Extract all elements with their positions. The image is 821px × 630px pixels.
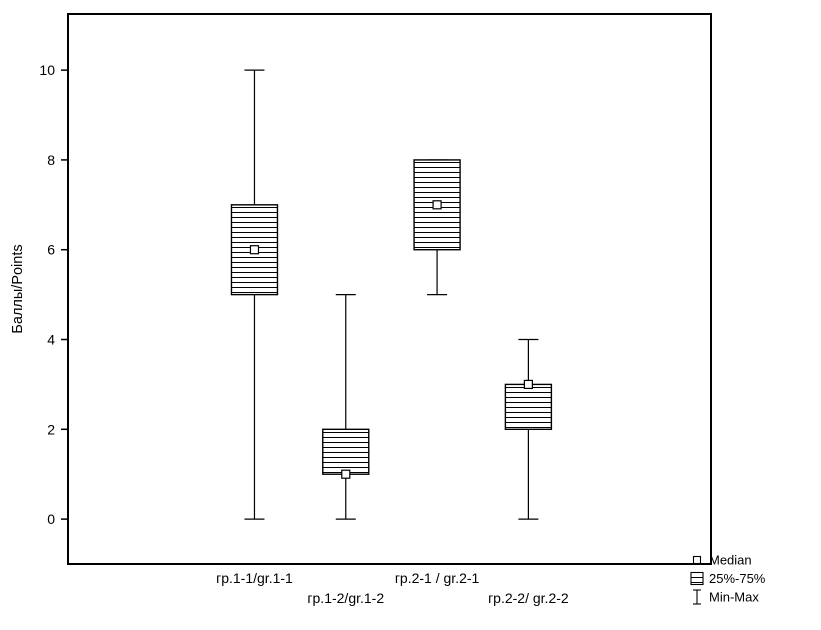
- median-marker: [341, 469, 351, 479]
- y-tick-label: 6: [47, 242, 55, 258]
- box-group-0: [230, 69, 279, 520]
- y-tick-label: 4: [47, 332, 55, 348]
- x-category-label-0: гр.1-1/gr.1-1: [216, 570, 293, 586]
- median-marker: [249, 245, 260, 255]
- box-group-1: [322, 294, 370, 520]
- legend-label-1: 25%-75%: [709, 571, 766, 586]
- legend-median-icon: [692, 555, 702, 565]
- box-group-3: [504, 338, 553, 520]
- x-category-label-1: гр.1-2/gr.1-2: [307, 590, 384, 606]
- iqr-box: [504, 383, 553, 431]
- box-group-2: [413, 159, 461, 296]
- y-axis-label: Баллы/Points: [10, 244, 26, 333]
- y-tick-label: 8: [47, 152, 55, 168]
- legend-label-0: Median: [709, 553, 752, 568]
- median-marker: [432, 200, 442, 210]
- y-tick-label: 0: [47, 511, 55, 527]
- y-tick-label: 10: [39, 62, 55, 78]
- x-category-label-2: гр.2-1 / gr.2-1: [395, 570, 480, 586]
- x-category-label-3: гр.2-2/ gr.2-2: [488, 590, 569, 606]
- median-marker: [523, 379, 533, 390]
- iqr-box: [322, 428, 370, 475]
- y-tick-label: 2: [47, 421, 55, 437]
- plot-border: [67, 13, 712, 565]
- legend-box-icon: [690, 571, 704, 586]
- legend: Median 25%-75% Min-Max: [690, 553, 766, 605]
- legend-label-2: Min-Max: [709, 590, 759, 605]
